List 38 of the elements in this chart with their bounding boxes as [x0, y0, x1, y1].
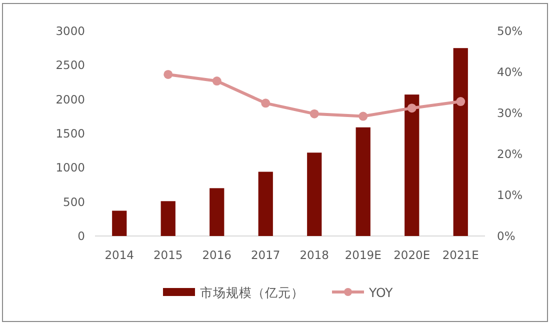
y-tick-label: 2000: [56, 92, 85, 106]
bar: [356, 127, 370, 236]
y2-tick-label: 30%: [497, 106, 523, 120]
y-tick-label: 1000: [56, 160, 85, 175]
y2-tick-label: 10%: [497, 188, 523, 202]
y-tick-label: 500: [63, 194, 85, 209]
y-tick-label: 0: [78, 229, 85, 243]
x-tick-label: 2015: [153, 248, 183, 262]
bar: [453, 48, 468, 236]
bar: [112, 210, 127, 236]
y2-tick-label: 40%: [497, 65, 523, 79]
x-tick-label: 2020E: [394, 248, 430, 262]
bar: [307, 152, 322, 236]
x-tick-label: 2018: [300, 248, 330, 262]
y2-tick-label: 50%: [497, 24, 523, 38]
legend-label: YOY: [368, 285, 394, 300]
point: [358, 112, 368, 121]
point: [261, 98, 270, 108]
x-tick-label: 2014: [104, 248, 134, 262]
x-tick-label: 2017: [250, 248, 280, 262]
y-tick-label: 1500: [56, 126, 85, 140]
bar: [404, 94, 420, 236]
point: [456, 97, 466, 106]
bar: [210, 188, 224, 236]
y2-tick-label: 0%: [497, 229, 516, 243]
point: [212, 76, 222, 86]
legend-label: 市场规模（亿元）: [200, 285, 304, 300]
point: [310, 109, 319, 118]
bar: [258, 172, 273, 236]
x-tick-label: 2019E: [344, 248, 382, 262]
x-tick-label: 2016: [202, 248, 232, 262]
y-tick-label: 2500: [56, 58, 85, 72]
x-tick-label: 2021E: [442, 248, 479, 262]
y-tick-label: 3000: [56, 24, 85, 38]
point: [407, 104, 416, 113]
y2-tick-label: 20%: [497, 147, 523, 161]
point: [164, 70, 173, 79]
bar: [160, 201, 176, 236]
